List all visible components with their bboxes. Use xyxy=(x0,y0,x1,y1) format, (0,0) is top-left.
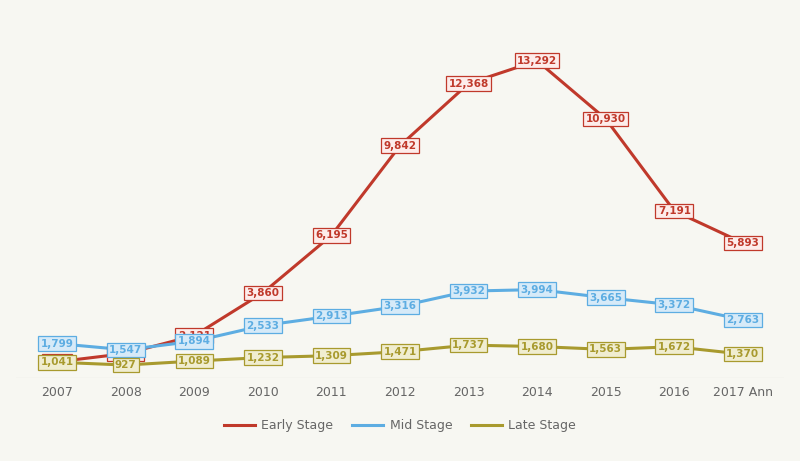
Text: 1,894: 1,894 xyxy=(178,336,210,346)
Text: 2,913: 2,913 xyxy=(315,311,348,321)
Text: 1,547: 1,547 xyxy=(109,345,142,355)
Text: 5,893: 5,893 xyxy=(726,238,759,248)
Text: 1,680: 1,680 xyxy=(521,342,554,352)
Text: 3,994: 3,994 xyxy=(521,284,554,295)
Text: 1,395: 1,395 xyxy=(110,349,142,359)
Text: 12,368: 12,368 xyxy=(449,78,489,89)
Text: 1,799: 1,799 xyxy=(41,338,74,349)
Text: 6,195: 6,195 xyxy=(315,230,348,241)
Text: 3,665: 3,665 xyxy=(590,293,622,303)
Text: 1,309: 1,309 xyxy=(315,351,348,361)
Text: 1,06: 1,06 xyxy=(44,357,70,367)
Text: 2,763: 2,763 xyxy=(726,315,759,325)
Legend: Early Stage, Mid Stage, Late Stage: Early Stage, Mid Stage, Late Stage xyxy=(219,414,581,437)
Text: 3,932: 3,932 xyxy=(452,286,485,296)
Text: 2,533: 2,533 xyxy=(246,320,279,331)
Text: 1,563: 1,563 xyxy=(590,344,622,355)
Text: 927: 927 xyxy=(115,360,137,370)
Text: 7,191: 7,191 xyxy=(658,206,690,216)
Text: 9,842: 9,842 xyxy=(383,141,417,151)
Text: 2,121: 2,121 xyxy=(178,331,210,341)
Text: 1,471: 1,471 xyxy=(383,347,417,357)
Text: 1,672: 1,672 xyxy=(658,342,691,352)
Text: 1,089: 1,089 xyxy=(178,356,210,366)
Text: 3,372: 3,372 xyxy=(658,300,691,310)
Text: 1,232: 1,232 xyxy=(246,353,279,362)
Text: 1,370: 1,370 xyxy=(726,349,759,359)
Text: 13,292: 13,292 xyxy=(517,56,558,66)
Text: 3,316: 3,316 xyxy=(383,301,417,311)
Text: 1,737: 1,737 xyxy=(452,340,485,350)
Text: 10,930: 10,930 xyxy=(586,114,626,124)
Text: 1,041: 1,041 xyxy=(41,357,74,367)
Text: 3,860: 3,860 xyxy=(246,288,279,298)
